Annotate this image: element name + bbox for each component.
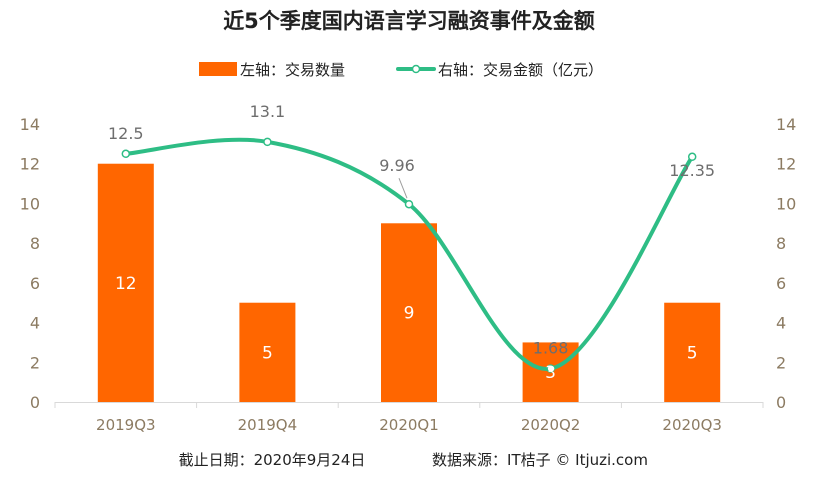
y-right-tick-label: 14 [776, 115, 796, 134]
line-point [263, 137, 272, 147]
y-left-tick-label: 14 [20, 115, 40, 134]
x-tick-label: 2019Q4 [238, 416, 298, 434]
legend-line-label: 右轴：交易金额（亿元） [438, 61, 603, 79]
y-left-tick-label: 0 [30, 393, 40, 412]
chart-title: 近5个季度国内语言学习融资事件及金额 [223, 9, 595, 33]
line-point [687, 152, 697, 162]
y-right-tick-label: 10 [776, 194, 796, 213]
x-tick-label: 2020Q1 [379, 416, 439, 434]
footer-source: 数据来源：IT桔子 © Itjuzi.com [432, 451, 648, 469]
bar-value-label: 3 [545, 363, 556, 383]
line-value-label: 12.35 [669, 161, 715, 180]
data-labels: 12 5 9 3 5 12.5 13.1 9.96 1.68 12.35 [108, 102, 715, 383]
line-path [123, 137, 695, 371]
y-right-tick-label: 2 [776, 353, 786, 372]
y-right-tick-label: 12 [776, 155, 796, 174]
x-tick-label: 2019Q3 [96, 416, 156, 434]
line-label-leader [398, 178, 408, 199]
y-right-tick-label: 4 [776, 314, 786, 333]
line-point [546, 364, 555, 373]
legend-bar-swatch [199, 62, 237, 76]
bar-value-label: 5 [687, 343, 698, 363]
axes: 2019Q3 2019Q4 2020Q1 2020Q2 2020Q3 0 2 4 6 8 10 12 1… [20, 115, 797, 434]
bar-value-label: 5 [262, 343, 273, 363]
line-value-label: 13.1 [250, 102, 286, 121]
bar [97, 163, 154, 402]
legend-line-marker [411, 64, 421, 74]
bar [239, 302, 296, 402]
x-tick-label: 2020Q3 [662, 416, 722, 434]
legend: 左轴：交易数量 右轴：交易金额（亿元） [199, 61, 603, 79]
y-left-tick-label: 6 [30, 274, 40, 293]
y-left-tick-label: 4 [30, 314, 40, 333]
bar-value-label: 9 [404, 304, 415, 324]
x-tick-label: 2020Q2 [521, 416, 581, 434]
bar-value-label: 12 [115, 274, 137, 294]
y-left-tick-label: 2 [30, 353, 40, 372]
bar [664, 302, 721, 402]
y-right-tick-label: 0 [776, 393, 786, 412]
bar [381, 223, 437, 402]
y-left-tick-label: 8 [30, 234, 40, 253]
y-right-tick-label: 6 [776, 274, 786, 293]
y-left-tick-label: 12 [20, 155, 40, 174]
line-value-label: 12.5 [108, 124, 144, 143]
footer-date: 截止日期：2020年9月24日 [179, 451, 366, 469]
line-value-label: 9.96 [379, 156, 415, 175]
line-point [121, 149, 131, 159]
bars [97, 163, 721, 402]
line-point [404, 199, 414, 209]
line-value-label: 1.68 [533, 339, 569, 358]
y-right-tick-label: 8 [776, 234, 786, 253]
legend-bar-label: 左轴：交易数量 [240, 61, 345, 79]
y-left-tick-label: 10 [20, 194, 40, 213]
line-series [121, 137, 697, 373]
